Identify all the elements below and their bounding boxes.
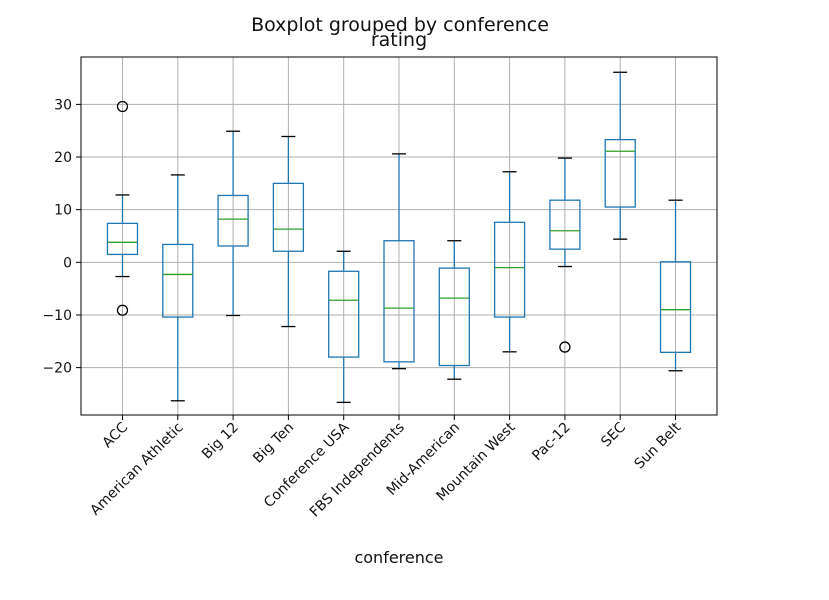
box-group-sun-belt bbox=[659, 199, 692, 372]
box-iqr bbox=[106, 222, 139, 256]
box-group-mid-american bbox=[438, 240, 470, 380]
box-group-fbs-independents bbox=[383, 153, 415, 370]
x-tick-label: Big 12 bbox=[199, 420, 242, 463]
box-iqr bbox=[162, 243, 194, 318]
x-tick-label: American Athletic bbox=[87, 420, 186, 519]
y-tick-label: 10 bbox=[54, 203, 72, 219]
x-tick-label: FBS Independents bbox=[307, 420, 408, 521]
box-iqr bbox=[328, 270, 360, 358]
x-axis-label: conference bbox=[354, 548, 444, 567]
axes-title: rating bbox=[370, 29, 428, 51]
y-tick-label: 30 bbox=[54, 97, 72, 113]
y-tick-label: −10 bbox=[42, 308, 72, 324]
box-iqr bbox=[549, 199, 581, 250]
box-iqr bbox=[493, 221, 526, 318]
x-tick-label: Sun Belt bbox=[632, 419, 685, 472]
x-tick-label: Big Ten bbox=[250, 420, 297, 467]
box-group-mountain-west bbox=[493, 171, 526, 353]
figure-suptitle: Boxplot grouped by conference bbox=[251, 14, 549, 36]
box-iqr bbox=[659, 261, 692, 353]
box-iqr bbox=[604, 139, 636, 208]
box-group-conference-usa bbox=[328, 250, 360, 404]
x-tick-label: ACC bbox=[100, 419, 132, 451]
x-tick-label: Pac-12 bbox=[529, 420, 574, 465]
box-iqr bbox=[383, 240, 415, 363]
box-group-big-12 bbox=[217, 130, 249, 317]
outlier-point bbox=[116, 304, 129, 316]
box-iqr bbox=[217, 194, 249, 247]
box-group-acc bbox=[106, 100, 139, 316]
y-tick-label: 0 bbox=[63, 255, 72, 271]
y-tick-label: −20 bbox=[42, 361, 72, 377]
box-iqr bbox=[438, 267, 470, 367]
x-tick-label: SEC bbox=[598, 419, 629, 450]
outlier-point bbox=[116, 100, 129, 113]
box-series bbox=[106, 71, 692, 404]
box-group-big-ten bbox=[272, 135, 305, 328]
box-group-american-athletic bbox=[162, 174, 194, 402]
box-group-sec bbox=[604, 71, 636, 240]
box-iqr bbox=[272, 182, 305, 252]
y-tick-label: 20 bbox=[54, 150, 72, 166]
outlier-point bbox=[559, 341, 571, 353]
box-group-pac-12 bbox=[549, 157, 581, 353]
